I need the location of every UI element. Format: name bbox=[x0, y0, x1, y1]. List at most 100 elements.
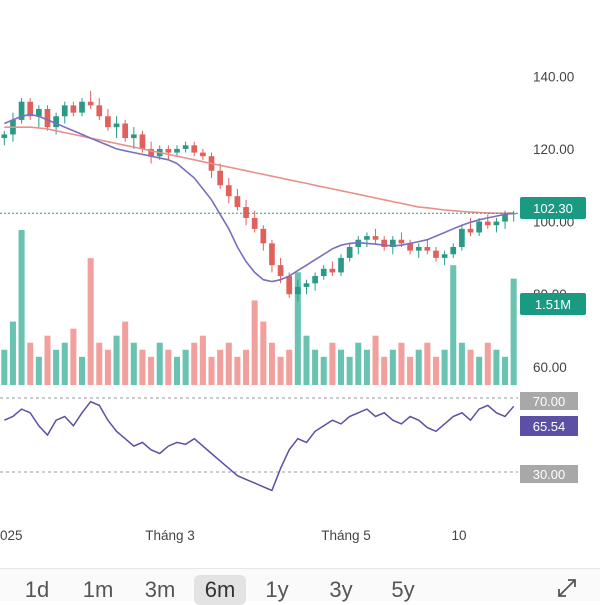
candle bbox=[191, 141, 198, 157]
volume-bar bbox=[35, 356, 42, 385]
volume-bars bbox=[1, 230, 517, 385]
volume-bar bbox=[277, 356, 284, 385]
candle bbox=[433, 247, 439, 262]
volume-bar bbox=[484, 342, 491, 385]
volume-bar bbox=[493, 349, 500, 385]
x-label-1: Tháng 3 bbox=[145, 528, 195, 543]
candle bbox=[381, 236, 388, 251]
volume-bar bbox=[355, 342, 362, 385]
volume-bar bbox=[234, 356, 241, 385]
rsi-upper-label: 70.00 bbox=[533, 394, 566, 409]
candle bbox=[329, 261, 336, 277]
candle bbox=[320, 265, 327, 280]
volume-bar bbox=[225, 342, 232, 385]
candle bbox=[200, 148, 206, 160]
volume-bar bbox=[346, 356, 353, 385]
volume-bar bbox=[104, 349, 111, 385]
volume-bar bbox=[441, 349, 448, 385]
candle bbox=[225, 178, 232, 204]
rsi-upper-tag: 70.00 bbox=[520, 392, 578, 410]
volume-bar bbox=[130, 342, 137, 385]
range-button-3y[interactable]: 3y bbox=[329, 577, 353, 602]
volume-bar bbox=[122, 321, 129, 385]
range-button-1m[interactable]: 1m bbox=[82, 577, 114, 602]
volume-bar bbox=[415, 349, 422, 385]
candle bbox=[96, 98, 103, 120]
volume-bar bbox=[87, 258, 94, 385]
volume-bar bbox=[398, 342, 405, 385]
candle bbox=[113, 116, 120, 139]
volume-bar bbox=[312, 349, 319, 385]
volume-bar bbox=[1, 349, 8, 385]
candle bbox=[484, 214, 491, 229]
rsi-lower-label: 30.00 bbox=[533, 467, 566, 482]
volume-bar bbox=[182, 349, 189, 385]
range-button-5y[interactable]: 5y bbox=[391, 577, 415, 602]
time-axis: 025 Tháng 3 Tháng 5 10 bbox=[0, 528, 467, 543]
moving-average-fast bbox=[3, 113, 514, 283]
candle bbox=[122, 119, 129, 142]
x-label-2: Tháng 5 bbox=[321, 528, 371, 543]
last-price-tag: 102.30 bbox=[520, 197, 586, 219]
volume-bar bbox=[381, 356, 388, 385]
volume-bar bbox=[44, 335, 51, 385]
volume-bar bbox=[139, 349, 146, 385]
volume-bar bbox=[303, 335, 310, 385]
candle bbox=[18, 98, 25, 124]
volume-bar bbox=[18, 230, 25, 385]
last-volume-label: 1.51M bbox=[535, 297, 571, 312]
price-tick-0: 140.00 bbox=[533, 69, 574, 84]
volume-bar bbox=[173, 356, 181, 385]
volume-bar bbox=[208, 356, 215, 385]
volume-bar bbox=[407, 356, 414, 385]
candlesticks bbox=[1, 90, 517, 302]
volume-bar bbox=[329, 342, 336, 385]
candle bbox=[79, 98, 85, 117]
candle bbox=[355, 236, 362, 255]
candle bbox=[87, 90, 94, 109]
candle bbox=[312, 272, 318, 291]
candle bbox=[459, 225, 465, 251]
volume-bar bbox=[510, 278, 517, 385]
range-button-6m[interactable]: 6m bbox=[194, 575, 246, 605]
volume-bar bbox=[251, 300, 258, 385]
candle bbox=[450, 243, 457, 258]
volume-bar bbox=[191, 342, 198, 385]
volume-bar bbox=[70, 328, 77, 385]
candle bbox=[346, 243, 353, 262]
volume-bar bbox=[268, 342, 275, 385]
volume-bar bbox=[27, 342, 34, 385]
candle bbox=[260, 225, 267, 251]
range-button-1d[interactable]: 1d bbox=[24, 577, 50, 602]
expand-arrows-icon[interactable] bbox=[556, 577, 578, 599]
moving-average-slow bbox=[4, 126, 514, 214]
range-button-1y[interactable]: 1y bbox=[265, 577, 289, 602]
candle bbox=[441, 250, 448, 266]
candle bbox=[182, 141, 189, 153]
candle bbox=[234, 188, 241, 211]
x-label-0: 025 bbox=[0, 528, 23, 543]
rsi-current-label: 65.54 bbox=[533, 419, 566, 434]
volume-bar bbox=[476, 356, 483, 385]
candle bbox=[174, 145, 180, 157]
volume-bar bbox=[320, 356, 327, 385]
volume-bar bbox=[363, 349, 370, 385]
volume-bar bbox=[61, 342, 68, 385]
volume-bar bbox=[165, 349, 172, 385]
rsi-line bbox=[4, 400, 515, 492]
volume-bar bbox=[450, 265, 457, 385]
volume-bar bbox=[467, 349, 474, 385]
price-tick-1: 120.00 bbox=[533, 142, 574, 157]
candle bbox=[467, 217, 474, 237]
candle bbox=[510, 210, 517, 222]
rsi-lower-tag: 30.00 bbox=[520, 465, 578, 483]
candle bbox=[70, 101, 77, 117]
volume-bar bbox=[458, 342, 465, 385]
candle bbox=[269, 239, 275, 273]
volume-bar bbox=[294, 272, 301, 385]
volume-bar bbox=[337, 349, 345, 385]
candle bbox=[27, 98, 34, 120]
range-button-3m[interactable]: 3m bbox=[144, 577, 176, 602]
